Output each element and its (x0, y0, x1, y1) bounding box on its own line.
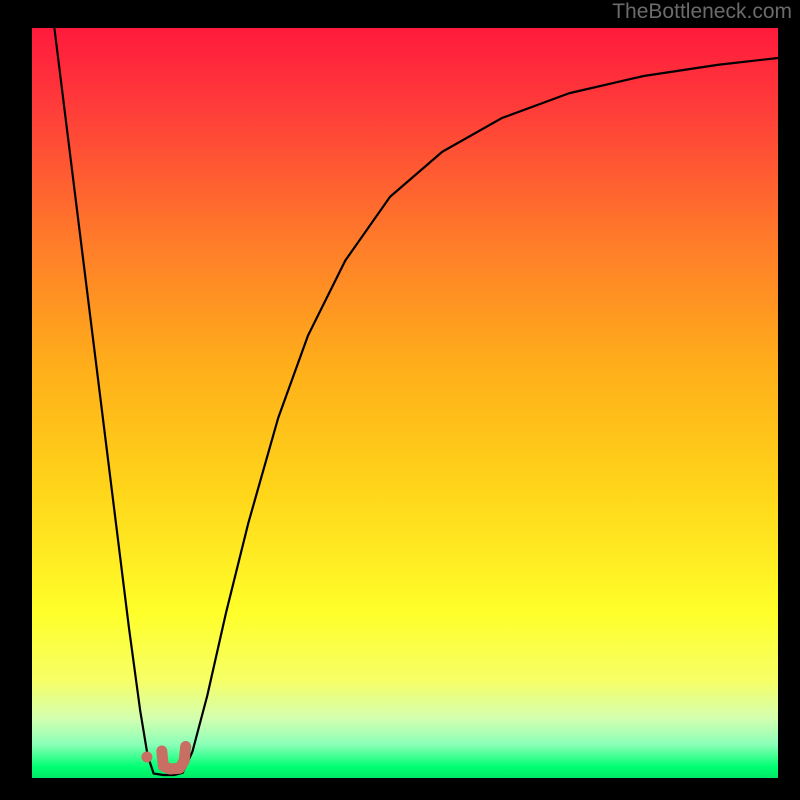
bottleneck-chart (0, 0, 800, 800)
chart-frame: TheBottleneck.com (0, 0, 800, 800)
chart-border (0, 0, 800, 800)
watermark-label: TheBottleneck.com (612, 0, 792, 24)
